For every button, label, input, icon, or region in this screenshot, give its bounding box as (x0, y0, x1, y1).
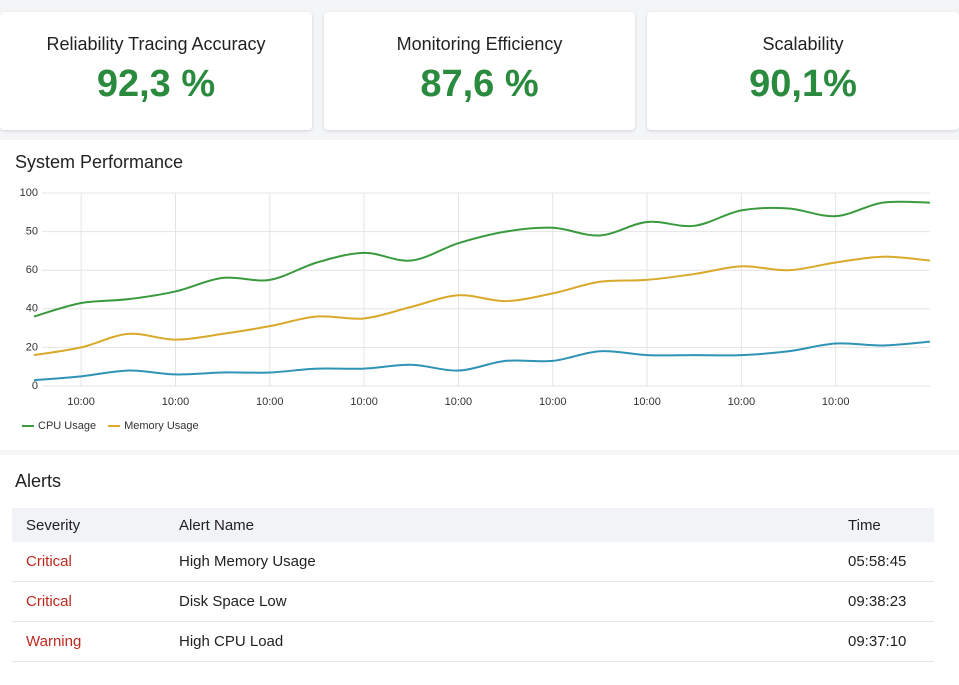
alert-severity: Critical (12, 581, 165, 622)
alert-row: Critical High Memory Usage 05:58:45 (12, 542, 934, 582)
kpi-value: 92,3 % (96, 63, 216, 105)
kpi-label: Reliability Tracing Accuracy (46, 34, 266, 54)
kpi-card: Scalability 90,1% (647, 12, 959, 130)
alerts-table: Severity Alert Name Time Critical High Me… (12, 508, 934, 662)
kpi-label: Scalability (762, 34, 844, 54)
column-header: Time (834, 508, 934, 542)
legend-label: CPU Usage (38, 420, 96, 432)
y-tick-label: 100 (20, 187, 38, 199)
y-tick-label: 50 (26, 226, 38, 238)
column-header: Alert Name (165, 508, 834, 542)
y-tick-label: 0 (32, 380, 38, 392)
kpi-label: Monitoring Efficiency (396, 34, 563, 54)
alert-name: Disk Space Low (165, 581, 834, 622)
chart: System Performance 0 20 40 60 50 100 10:00 10:0… (15, 152, 931, 432)
line-series (33, 340, 931, 382)
line-series (33, 255, 931, 357)
x-tick-label: 10:00 (539, 396, 567, 408)
y-tick-label: 60 (26, 264, 38, 276)
y-tick-label: 20 (26, 341, 38, 353)
x-tick-label: 10:00 (728, 396, 756, 408)
kpi-value: 90,1% (749, 63, 857, 105)
x-tick-label: 10:00 (350, 396, 378, 408)
chart-title: System Performance (15, 152, 183, 172)
x-tick-label: 10:00 (67, 396, 95, 408)
alert-name: High Memory Usage (165, 542, 834, 582)
alert-time: 05:58:45 (834, 542, 934, 582)
x-tick-label: 10:00 (445, 396, 473, 408)
alert-time: 09:37:10 (834, 621, 934, 662)
kpi-card: Reliability Tracing Accuracy 92,3 % (0, 12, 312, 130)
kpi-value: 87,6 % (420, 63, 539, 105)
kpi-card: Monitoring Efficiency 87,6 % (324, 12, 635, 130)
y-tick-label: 40 (26, 303, 38, 315)
legend-label: Memory Usage (124, 420, 199, 432)
alert-severity: Warning (12, 621, 165, 662)
x-tick-label: 10:00 (162, 396, 190, 408)
alert-severity: Critical (12, 542, 165, 582)
header-row: Severity Alert Name Time (12, 508, 934, 542)
chart-panel: System Performance 0 20 40 60 50 100 10:00 10:0… (0, 140, 959, 450)
alert-time: 09:38:23 (834, 581, 934, 622)
alert-row: Warning High CPU Load 09:37:10 (12, 621, 934, 662)
x-tick-label: 10:00 (256, 396, 284, 408)
alert-name: High CPU Load (165, 621, 834, 662)
alerts-title: Alerts (15, 471, 62, 491)
line-series (33, 200, 931, 318)
x-tick-label: 10:00 (633, 396, 661, 408)
x-tick-label: 10:00 (822, 396, 850, 408)
alerts-panel: Alerts Severity Alert Name Time Critical… (0, 455, 959, 685)
column-header: Severity (12, 508, 165, 542)
alert-row: Critical Disk Space Low 09:38:23 (12, 581, 934, 622)
